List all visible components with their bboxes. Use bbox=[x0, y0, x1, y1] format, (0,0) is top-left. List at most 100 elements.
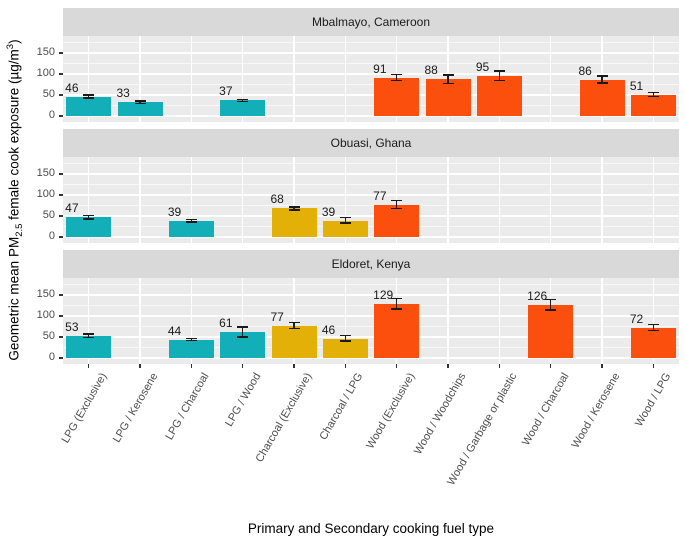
y-axis-tick bbox=[59, 236, 63, 238]
x-axis-tick bbox=[139, 364, 141, 368]
error-bar-line bbox=[652, 324, 655, 331]
gridline-minor bbox=[63, 284, 679, 285]
error-bar-cap-top bbox=[83, 333, 95, 335]
bar-value-label: 51 bbox=[629, 78, 644, 93]
x-tick-label: LPG / Wood bbox=[222, 371, 264, 429]
facet-strip: Mbalmayo, Cameroon bbox=[63, 8, 679, 36]
gridline-major bbox=[63, 194, 679, 196]
error-bar-cap-top bbox=[288, 321, 300, 324]
gridline-vertical bbox=[88, 157, 90, 243]
y-axis-tick bbox=[59, 336, 63, 338]
gridline-major bbox=[63, 357, 679, 359]
bar-value-label: 39 bbox=[321, 204, 336, 219]
error-bar-cap-bottom bbox=[134, 102, 146, 105]
x-tick-label: Wood / Charcoal bbox=[519, 371, 572, 448]
error-bar-cap-bottom bbox=[83, 336, 95, 339]
error-bar-cap-top bbox=[134, 100, 146, 102]
gridline-vertical bbox=[550, 157, 552, 243]
gridline-major bbox=[63, 215, 679, 217]
bar bbox=[476, 76, 522, 116]
x-tick-label: Charcoal / LPG bbox=[317, 371, 366, 443]
bar-value-label: 77 bbox=[270, 309, 284, 324]
facet-strip-label: Obuasi, Ghana bbox=[330, 136, 412, 150]
gridline-minor bbox=[63, 347, 679, 348]
bar bbox=[271, 208, 317, 237]
bar bbox=[374, 77, 420, 116]
x-axis-tick bbox=[447, 364, 449, 368]
gridline-major bbox=[63, 52, 679, 54]
x-axis-tick bbox=[242, 364, 244, 368]
x-axis-tick bbox=[88, 364, 90, 368]
bar-value-label: 91 bbox=[373, 61, 387, 76]
x-tick-label: LPG (Exclusive) bbox=[59, 371, 110, 446]
bar bbox=[220, 100, 266, 116]
error-bar-cap-top bbox=[185, 218, 197, 221]
gridline-major bbox=[63, 73, 679, 75]
bar-value-label: 46 bbox=[65, 80, 79, 95]
gridline-major bbox=[63, 236, 679, 238]
bar bbox=[630, 327, 676, 358]
gridline-vertical bbox=[293, 36, 295, 122]
y-tick-label: 150 bbox=[36, 167, 55, 179]
gridline-major bbox=[63, 336, 679, 338]
error-bar-line bbox=[549, 299, 552, 311]
y-tick-label: 100 bbox=[36, 67, 55, 79]
gridline-vertical bbox=[652, 36, 654, 122]
error-bar-cap-bottom bbox=[339, 222, 351, 224]
gridline-vertical bbox=[139, 36, 141, 122]
gridline-vertical bbox=[88, 278, 90, 364]
error-bar-cap-bottom bbox=[391, 207, 403, 210]
error-bar-cap-top bbox=[545, 298, 557, 301]
facet-strip-label: Mbalmayo, Cameroon bbox=[311, 15, 431, 29]
y-axis-title-text: Geometric mean PM bbox=[6, 236, 22, 361]
bar bbox=[117, 102, 163, 116]
bar bbox=[528, 305, 574, 358]
bar-value-label: 77 bbox=[373, 188, 387, 203]
error-bar-line bbox=[293, 322, 295, 329]
y-axis-tick bbox=[59, 357, 63, 359]
error-bar-cap-top bbox=[237, 326, 249, 328]
gridline-minor bbox=[63, 184, 679, 185]
facet-panel: 53 44 61 77 46 129 126 72 bbox=[63, 278, 679, 364]
gridline-major bbox=[63, 315, 679, 317]
gridline-vertical bbox=[293, 278, 295, 364]
y-tick-label: 100 bbox=[36, 188, 55, 200]
error-bar-line bbox=[241, 326, 244, 337]
error-bar-cap-top bbox=[83, 94, 95, 96]
y-tick-label: 150 bbox=[36, 46, 55, 58]
bar bbox=[425, 79, 471, 116]
error-bar-cap-bottom bbox=[596, 82, 608, 84]
error-bar-cap-bottom bbox=[185, 339, 197, 342]
x-tick-label: Wood / Woodchips bbox=[412, 371, 469, 457]
bar bbox=[66, 217, 112, 237]
bar-value-label: 68 bbox=[270, 192, 284, 207]
facet-panel: 47 39 68 39 77 bbox=[63, 157, 679, 243]
bar bbox=[168, 339, 214, 358]
gridline-vertical bbox=[550, 36, 552, 122]
y-tick-label: 0 bbox=[48, 109, 55, 121]
gridline-vertical bbox=[344, 36, 346, 122]
gridline-vertical bbox=[242, 278, 244, 364]
error-bar-cap-top bbox=[647, 91, 659, 94]
bar-value-label: 88 bbox=[424, 63, 438, 78]
error-bar-cap-bottom bbox=[237, 100, 249, 103]
x-tick-label: Charcoal (Exclusive) bbox=[253, 371, 315, 465]
bar-value-label: 126 bbox=[527, 289, 548, 304]
x-tick-label: Wood / LPG bbox=[633, 371, 674, 429]
bar bbox=[322, 338, 368, 358]
error-bar-cap-top bbox=[442, 74, 454, 76]
gridline-vertical bbox=[601, 157, 603, 243]
y-tick-label: 150 bbox=[36, 288, 55, 300]
y-axis-tick bbox=[59, 215, 63, 217]
error-bar-line bbox=[395, 200, 398, 209]
bar bbox=[374, 303, 420, 358]
bar bbox=[374, 204, 420, 237]
error-bar-line bbox=[447, 74, 449, 84]
gridline-minor bbox=[63, 326, 679, 327]
y-axis-tick bbox=[59, 194, 63, 196]
gridline-major bbox=[63, 115, 679, 117]
gridline-vertical bbox=[344, 278, 346, 364]
x-axis-tick bbox=[550, 364, 552, 368]
bar bbox=[168, 220, 214, 237]
y-axis-tick bbox=[59, 52, 63, 54]
